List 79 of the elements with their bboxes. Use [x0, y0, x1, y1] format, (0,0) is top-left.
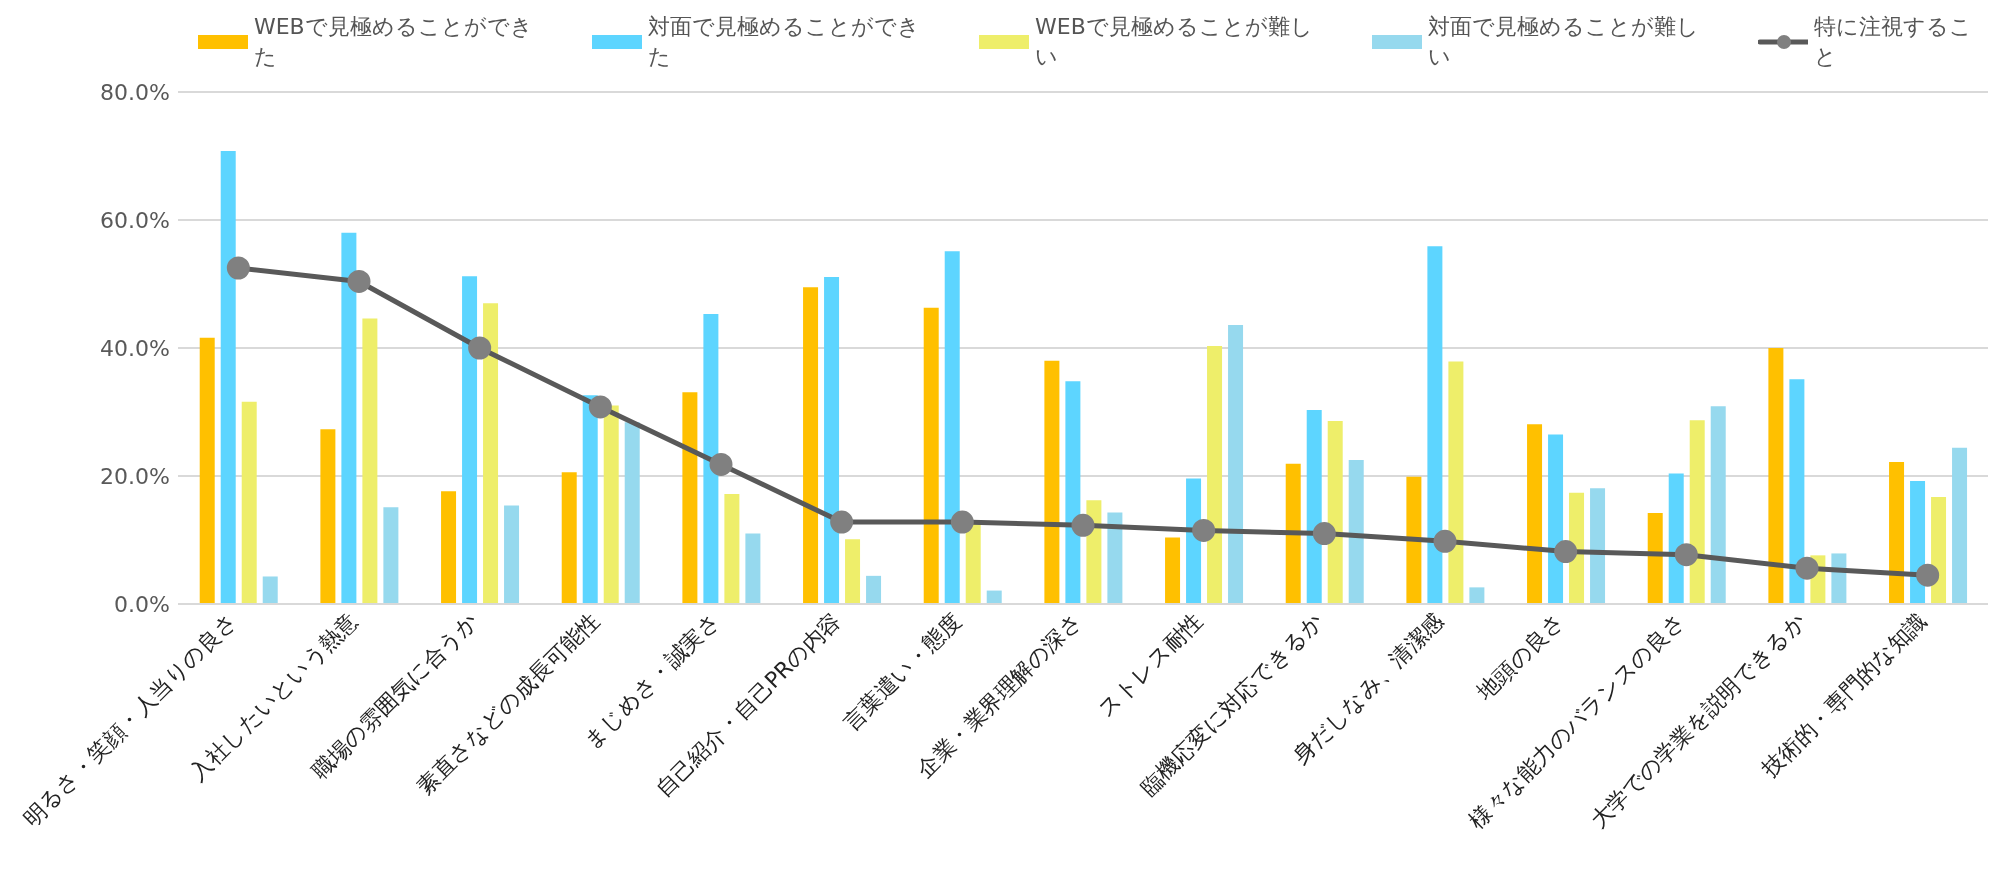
bar: [1789, 379, 1805, 604]
bar: [803, 287, 819, 604]
bar: [199, 337, 215, 604]
bar: [944, 251, 960, 604]
bar: [1469, 587, 1485, 604]
bar: [241, 401, 257, 604]
bar: [1889, 461, 1905, 604]
bar: [724, 493, 740, 604]
point: [1916, 563, 1940, 587]
bar: [866, 575, 882, 604]
bar: [824, 276, 840, 604]
bar: [1228, 324, 1244, 604]
y-tick-label: 80.0%: [100, 79, 170, 105]
legend-label: 対面で見極めることができた: [647, 13, 921, 71]
y-tick-label: 20.0%: [100, 463, 170, 489]
bar: [220, 150, 236, 604]
bar: [1107, 512, 1123, 604]
bar: [682, 392, 698, 604]
point: [588, 395, 612, 419]
bar: [504, 505, 520, 604]
bar: [745, 533, 761, 604]
x-tick-label: 地頭の良さ: [1471, 607, 1570, 706]
point: [1674, 543, 1698, 567]
bar: [341, 232, 357, 604]
y-tick-label: 40.0%: [100, 335, 170, 361]
bar: [582, 395, 598, 604]
bar: [1327, 420, 1343, 604]
point: [1071, 513, 1095, 537]
y-tick-label: 60.0%: [100, 207, 170, 233]
point: [1554, 540, 1578, 564]
bar: [1710, 406, 1726, 604]
bar: [1527, 424, 1543, 604]
bar: [703, 314, 719, 604]
point: [950, 510, 974, 534]
legend-label: 特に注視すること: [1814, 13, 1974, 71]
point: [1795, 556, 1819, 580]
bar: [1285, 463, 1301, 604]
bar: [1647, 513, 1663, 604]
bar: [1306, 410, 1322, 604]
bar: [603, 405, 619, 604]
point: [468, 336, 492, 360]
bar: [624, 422, 640, 604]
bar: [1044, 360, 1060, 604]
bar: [1165, 537, 1181, 604]
bar: [262, 576, 278, 604]
bar: [1548, 434, 1564, 604]
bar: [462, 276, 478, 604]
bar: [1931, 497, 1947, 604]
bar: [1406, 476, 1422, 604]
point: [709, 452, 733, 476]
y-tick-label: 0.0%: [114, 591, 170, 617]
bar: [320, 429, 336, 604]
bar: [1348, 460, 1364, 604]
point: [1312, 522, 1336, 546]
bar: [1590, 488, 1606, 604]
bar: [1065, 381, 1081, 604]
point: [830, 510, 854, 534]
legend-label: WEBで見極めることができた: [253, 13, 534, 71]
bar: [441, 491, 457, 604]
bar: [1768, 348, 1784, 604]
bar: [1952, 447, 1968, 604]
point: [1433, 529, 1457, 553]
bar: [1910, 481, 1926, 604]
point: [226, 256, 250, 280]
bar: [362, 318, 378, 604]
bar: [483, 303, 499, 604]
point: [347, 269, 371, 293]
legend-label: WEBで見極めることが難しい: [1035, 13, 1314, 71]
bar: [923, 307, 939, 604]
legend-label: 対面で見極めることが難しい: [1427, 13, 1700, 71]
bar: [1668, 473, 1684, 604]
bar: [1689, 420, 1705, 604]
bar: [383, 507, 399, 604]
bar: [845, 539, 861, 604]
bar: [1207, 346, 1223, 604]
bar: [1448, 361, 1464, 604]
bar: [1427, 246, 1443, 604]
bar: [561, 472, 577, 604]
point: [1192, 518, 1216, 542]
